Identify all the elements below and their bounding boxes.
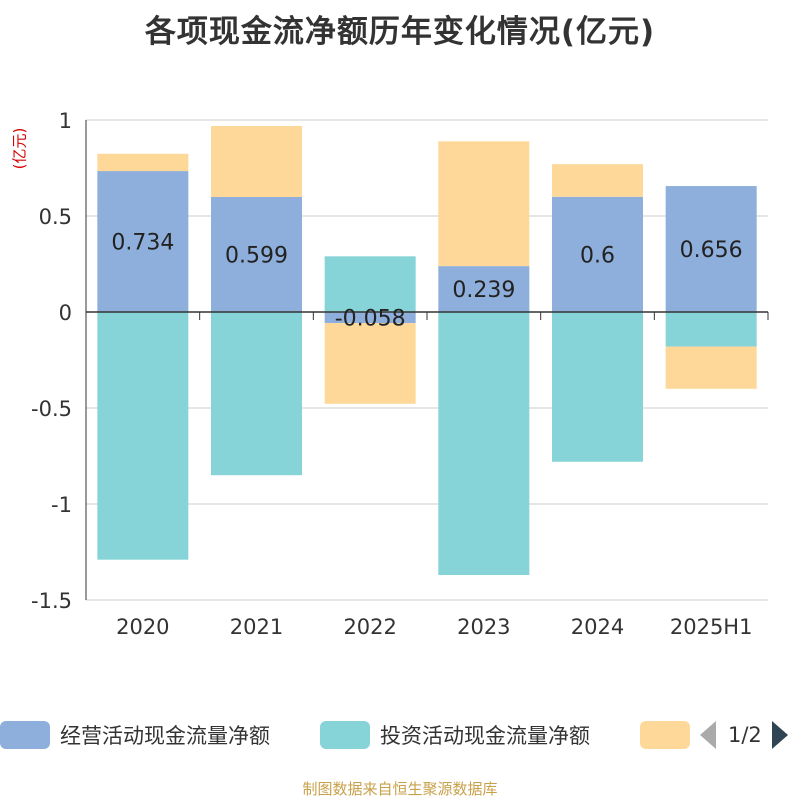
bar-investing-2021: [211, 312, 302, 476]
bar-operating-2020: [97, 171, 189, 312]
bar-investing-2020: [97, 312, 189, 560]
x-tick-label: 2024: [571, 615, 624, 639]
bar-financing-2022: [324, 323, 416, 404]
bar-investing-2025H1: [665, 312, 757, 347]
bar-financing-2020: [97, 153, 189, 172]
y-tick-label: 0.5: [39, 205, 72, 229]
data-label: 0.656: [680, 238, 743, 263]
legend-page-indicator: 1/2: [728, 723, 762, 747]
bar-financing-2023: [438, 141, 530, 267]
bar-operating-2021: [211, 196, 302, 312]
data-label: 0.239: [452, 278, 515, 303]
legend-swatch-investing: [320, 721, 370, 749]
y-tick-label: -1.5: [31, 589, 72, 613]
y-tick-label: 0: [59, 301, 72, 325]
legend-item-investing[interactable]: 投资活动现金流量净额: [320, 720, 590, 750]
legend-item-operating[interactable]: 经营活动现金流量净额: [0, 720, 270, 750]
bar-investing-2024: [552, 312, 643, 462]
legend-swatch-operating: [0, 721, 50, 749]
legend-next-page-icon[interactable]: [771, 721, 788, 749]
legend-prev-page-icon[interactable]: [700, 721, 716, 749]
y-tick-label: -1: [51, 493, 72, 517]
x-tick-label: 2025H1: [670, 615, 753, 639]
legend: 经营活动现金流量净额 投资活动现金流量净额 1/2: [0, 716, 800, 752]
x-tick-label: 2020: [116, 615, 169, 639]
legend-item-financing[interactable]: [640, 720, 700, 750]
chart-plot: 1 0.5 0 -0.5 -1 -1.5 0.734 0.599 -0.058 0.239 0.6 0…: [31, 109, 769, 639]
data-label: -0.058: [335, 307, 406, 332]
x-tick-label: 2023: [457, 615, 510, 639]
data-label: 0.6: [580, 243, 615, 268]
legend-swatch-financing: [640, 721, 690, 749]
bar-operating-2025H1: [665, 186, 757, 312]
data-label: 0.734: [111, 231, 174, 256]
x-tick-label: 2022: [343, 615, 396, 639]
bar-financing-2021: [211, 125, 302, 197]
bar-investing-2023: [438, 312, 530, 576]
legend-label-operating: 经营活动现金流量净额: [60, 724, 270, 748]
legend-label-investing: 投资活动现金流量净额: [380, 724, 590, 748]
legend-pager: 1/2: [700, 720, 788, 750]
bar-financing-2025H1: [665, 346, 757, 389]
bar-operating-2022: [324, 312, 416, 324]
y-tick-label: 1: [59, 109, 72, 133]
y-tick-label: -0.5: [31, 397, 72, 421]
data-source-note: 制图数据来自恒生聚源数据库: [302, 780, 498, 798]
x-tick-label: 2021: [230, 615, 283, 639]
bar-investing-2022: [324, 256, 416, 312]
bar-operating-2023: [438, 266, 530, 312]
chart-title: 各项现金流净额历年变化情况(亿元): [144, 14, 656, 50]
data-label: 0.599: [225, 243, 288, 268]
bar-financing-2024: [552, 164, 643, 197]
bar-operating-2024: [552, 196, 643, 312]
